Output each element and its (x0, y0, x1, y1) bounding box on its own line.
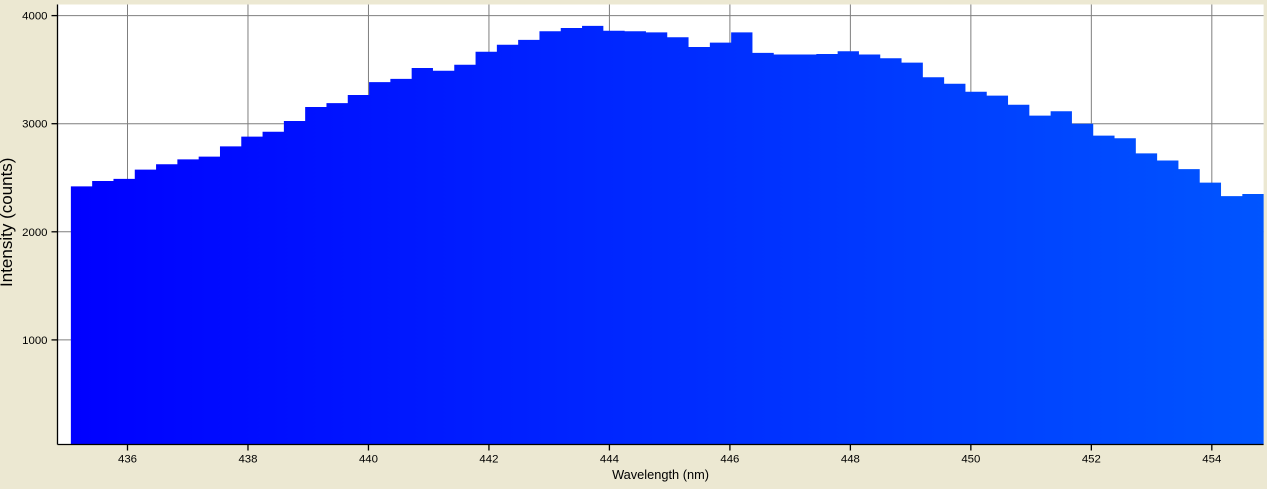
svg-text:2000: 2000 (22, 227, 47, 239)
svg-text:436: 436 (118, 454, 137, 466)
svg-text:448: 448 (841, 454, 860, 466)
svg-text:4000: 4000 (22, 11, 47, 23)
svg-text:442: 442 (479, 454, 498, 466)
svg-text:Wavelength (nm): Wavelength (nm) (612, 467, 709, 482)
svg-text:454: 454 (1202, 454, 1221, 466)
svg-text:446: 446 (720, 454, 739, 466)
svg-text:Intensity (counts): Intensity (counts) (0, 158, 16, 287)
svg-text:450: 450 (961, 454, 980, 466)
svg-text:1000: 1000 (22, 335, 47, 347)
svg-text:444: 444 (600, 454, 619, 466)
svg-text:438: 438 (238, 454, 257, 466)
svg-text:452: 452 (1082, 454, 1101, 466)
svg-text:3000: 3000 (22, 119, 47, 131)
svg-text:440: 440 (359, 454, 378, 466)
